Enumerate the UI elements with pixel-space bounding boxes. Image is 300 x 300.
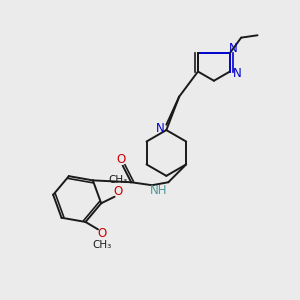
Text: NH: NH	[150, 184, 167, 197]
Text: N: N	[233, 67, 242, 80]
Text: O: O	[97, 227, 106, 240]
Text: CH₃: CH₃	[92, 240, 111, 250]
Text: CH₃: CH₃	[109, 175, 128, 185]
Text: O: O	[113, 185, 123, 198]
Text: N: N	[229, 42, 238, 55]
Text: O: O	[117, 154, 126, 166]
Text: N: N	[155, 122, 164, 135]
